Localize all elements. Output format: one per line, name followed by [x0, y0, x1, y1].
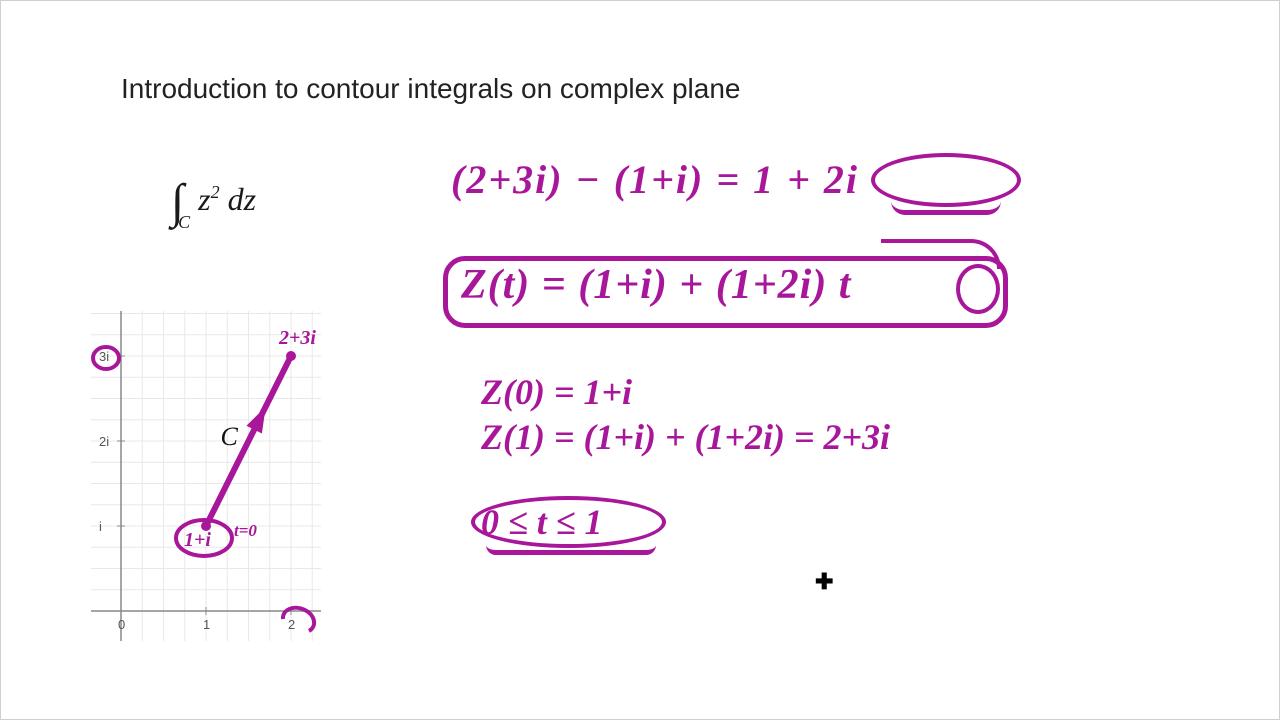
equation-z1: Z(1) = (1+i) + (1+2i) = 2+3i: [481, 416, 890, 458]
svg-text:1+i: 1+i: [184, 529, 211, 551]
complex-plane-graph: 012i2i3iC2+3i1+it=0: [91, 311, 321, 641]
cursor-crosshair-icon: ✚: [815, 569, 833, 595]
underline-t-range: [486, 545, 656, 555]
svg-text:2: 2: [288, 617, 295, 632]
circle-around-t: [956, 264, 1000, 314]
svg-text:0: 0: [118, 617, 125, 632]
circle-result-1plus2i: [871, 153, 1021, 207]
integral-dz: dz: [220, 181, 256, 217]
svg-text:t=0: t=0: [234, 521, 257, 540]
integral-expression: ∫C z2 dz: [171, 181, 256, 233]
page-title: Introduction to contour integrals on com…: [121, 73, 741, 105]
svg-text:2i: 2i: [99, 434, 109, 449]
svg-text:2+3i: 2+3i: [278, 327, 316, 349]
svg-text:i: i: [99, 519, 102, 534]
svg-text:C: C: [221, 422, 239, 451]
integral-exp: 2: [211, 182, 220, 202]
integral-body: z: [198, 181, 210, 217]
integral-sub: C: [178, 212, 190, 232]
equation-z0: Z(0) = 1+i: [481, 371, 632, 413]
equation-zt: Z(t) = (1+i) + (1+2i) t: [461, 261, 851, 309]
equation-difference: (2+3i) − (1+i) = 1 + 2i: [451, 156, 859, 203]
svg-text:1: 1: [203, 617, 210, 632]
svg-text:3i: 3i: [99, 349, 109, 364]
underline-result: [891, 201, 1001, 215]
equation-t-range: 0 ≤ t ≤ 1: [481, 501, 603, 543]
